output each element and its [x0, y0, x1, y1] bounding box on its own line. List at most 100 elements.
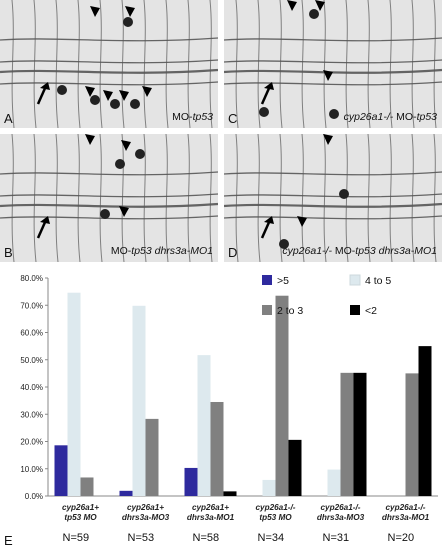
x-category-label: cyp26a1-/-: [255, 503, 295, 512]
vessel-line: [143, 0, 147, 128]
labeled-cell: [329, 109, 339, 119]
arrowhead-icon: [121, 140, 131, 151]
arrowhead-icon: [323, 70, 333, 81]
y-tick-label: 20.0%: [20, 438, 43, 447]
vessel-line: [187, 0, 191, 128]
legend-label: 2 to 3: [277, 305, 303, 317]
bar: [288, 439, 302, 496]
x-category-label: dhrs3a-MO1: [187, 513, 235, 522]
arrowhead-icon: [297, 216, 307, 227]
labeled-cell: [309, 9, 319, 19]
vessel-line: [224, 215, 442, 220]
panel-a: A MO-tp53: [0, 0, 218, 128]
vessel-line: [55, 0, 59, 128]
arrow-icon: [40, 216, 50, 224]
micrograph-background: [224, 134, 442, 262]
vessel-line: [99, 134, 103, 262]
vessel-line: [99, 0, 103, 128]
micrograph-b: [0, 134, 218, 262]
vessel-line: [0, 171, 218, 176]
n-label: N=34: [257, 532, 285, 544]
arrowhead-icon: [85, 86, 95, 97]
panel-caption: cyp26a1-/- MO-tp53 dhrs3a-MO1: [282, 245, 437, 257]
x-category-label: dhrs3a-MO3: [317, 513, 365, 522]
bar: [405, 373, 419, 496]
vessel-line: [367, 0, 371, 128]
x-category-label: cyp26a1+: [62, 503, 99, 512]
panel-letter: B: [4, 245, 13, 260]
vessel-line: [33, 134, 37, 262]
legend-label: >5: [277, 275, 289, 287]
labeled-cell: [339, 189, 349, 199]
vessel-line: [345, 0, 349, 128]
vessel-line: [224, 37, 442, 42]
bar: [340, 372, 354, 496]
vessel-line: [77, 134, 81, 262]
panel-letter: D: [228, 245, 238, 260]
y-tick-label: 30.0%: [20, 410, 43, 419]
bar: [67, 292, 81, 496]
y-tick-label: 10.0%: [20, 465, 43, 474]
vessel-line: [257, 0, 261, 128]
vessel-line: [187, 134, 191, 262]
arrowhead-icon: [125, 6, 135, 17]
n-label: N=53: [127, 532, 155, 544]
micrograph-background: [224, 0, 442, 128]
x-category-label: cyp26a1+: [127, 503, 164, 512]
arrowhead-icon: [119, 90, 129, 101]
labeled-cell: [100, 209, 110, 219]
vessel-line: [165, 0, 169, 128]
vessel-line: [433, 134, 437, 262]
y-tick-label: 80.0%: [20, 274, 43, 283]
arrowhead-icon: [323, 134, 333, 145]
vessel-line: [224, 193, 442, 198]
n-label: N=58: [192, 532, 220, 544]
vessel-line: [235, 134, 239, 262]
panel-letter: A: [4, 111, 13, 126]
x-category-label: tp53 MO: [64, 513, 97, 522]
arrow-icon: [264, 216, 274, 224]
vessel-line: [301, 0, 305, 128]
legend-label: <2: [365, 305, 377, 317]
x-category-label: cyp26a1-/-: [385, 503, 425, 512]
y-tick-label: 0.0%: [25, 492, 43, 501]
vessel-line: [0, 81, 218, 86]
vessel-line: [257, 134, 261, 262]
vessel-line: [224, 81, 442, 86]
arrowhead-icon: [315, 0, 325, 11]
y-tick-label: 70.0%: [20, 301, 43, 310]
vessel-line: [224, 68, 442, 74]
panel-caption: MO-tp53 dhrs3a-MO1: [110, 245, 213, 257]
legend-label: 4 to 5: [365, 275, 391, 287]
vessel-line: [55, 134, 59, 262]
vessel-line: [301, 134, 305, 262]
legend-swatch: [349, 274, 361, 286]
y-tick-label: 50.0%: [20, 356, 43, 365]
vessel-line: [224, 171, 442, 176]
vessel-line: [209, 134, 213, 262]
bar: [132, 305, 146, 496]
x-category-label: dhrs3a-MO1: [382, 513, 430, 522]
n-label: N=20: [387, 532, 415, 544]
labeled-cell: [110, 99, 120, 109]
bar: [262, 479, 276, 496]
labeled-cell: [123, 17, 133, 27]
vessel-line: [165, 134, 169, 262]
micrograph-c: [224, 0, 442, 128]
n-label: N=31: [322, 532, 350, 544]
y-tick-label: 60.0%: [20, 329, 43, 338]
bar: [80, 477, 94, 496]
arrow-icon: [260, 219, 272, 239]
labeled-cell: [259, 107, 269, 117]
micrograph-background: [0, 0, 218, 128]
vessel-line: [121, 134, 125, 262]
bar: [327, 469, 341, 496]
vessel-line: [433, 0, 437, 128]
arrowhead-icon: [142, 86, 152, 97]
legend-swatch: [262, 275, 272, 285]
x-category-label: tp53 MO: [259, 513, 292, 522]
vessel-line: [0, 193, 218, 198]
legend-swatch: [262, 305, 272, 315]
vessel-line: [389, 0, 393, 128]
arrow-icon: [264, 82, 274, 90]
